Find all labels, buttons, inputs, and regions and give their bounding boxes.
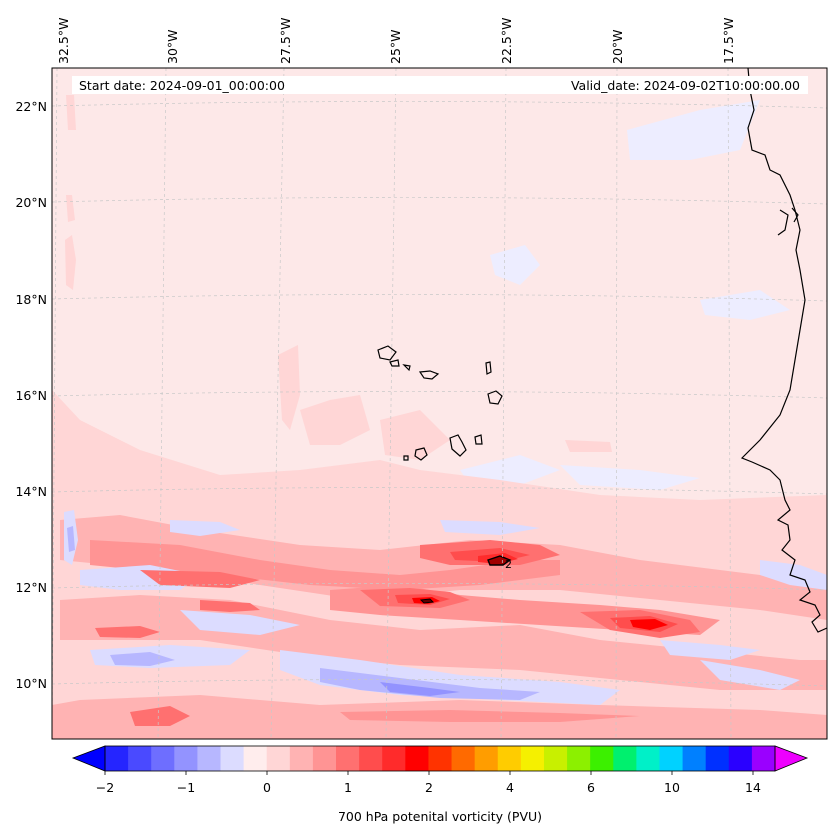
- island-sao-nicolau: [418, 370, 440, 380]
- island-santiago: [449, 434, 467, 457]
- colorbar-min-extend-arrow: [71, 745, 106, 772]
- colorbar-tick-labels: −2 −1 0 1 2 4 6 10 14: [96, 780, 761, 795]
- colorbar-cell: [567, 746, 591, 771]
- valid-date-text: Valid_date: 2024-09-02T10:00:00.00: [571, 78, 800, 93]
- colorbar-cell: [451, 746, 476, 771]
- lat-label: 14°N: [15, 484, 47, 499]
- colorbar-cell: [613, 746, 637, 771]
- colorbar-cell: [428, 746, 453, 771]
- island-brava: [403, 455, 409, 461]
- island-santo-antao: [377, 345, 397, 361]
- pv-weak-negative-patches: [460, 100, 790, 490]
- colorbar-cell: [359, 746, 383, 771]
- lat-label: 12°N: [15, 580, 47, 595]
- pv-2-contour-small: [419, 598, 435, 604]
- colorbar-tick-label: 1: [344, 780, 352, 795]
- colorbar-cell: [682, 746, 707, 771]
- colorbar-tick-label: −1: [177, 780, 195, 795]
- colorbar-cell: [543, 746, 568, 771]
- map-frame: [51, 67, 828, 740]
- colorbar-cell: [728, 746, 753, 771]
- colorbar-cell: [636, 746, 661, 771]
- colorbar-frame: [104, 745, 776, 772]
- lat-label: 22°N: [15, 99, 47, 114]
- africa-coastline: [740, 68, 827, 633]
- island-santa-luzia: [402, 364, 411, 372]
- latitude-labels: 22°N 20°N 18°N 16°N 14°N 12°N 10°N: [15, 99, 47, 691]
- colorbar-ticks: [104, 771, 754, 775]
- colorbar-cell: [312, 746, 337, 771]
- colorbar-tick-label: −2: [96, 780, 114, 795]
- africa-coast-detail: [777, 207, 799, 236]
- colorbar-cell: [520, 746, 545, 771]
- map-panel: 2: [52, 68, 827, 739]
- lon-label: 25°W: [388, 29, 403, 64]
- valid-date-box: [318, 76, 808, 94]
- pv-weak-positive-patches: [65, 95, 612, 460]
- colorbar-cell: [105, 746, 129, 771]
- colorbar-cell: [474, 746, 499, 771]
- colorbar-cell: [151, 746, 175, 771]
- colorbar-cell: [266, 746, 291, 771]
- colorbar-cell: [289, 746, 314, 771]
- colorbar-cell: [405, 746, 430, 771]
- lat-label: 10°N: [15, 676, 47, 691]
- colorbar-cell: [243, 746, 268, 771]
- colorbar-cell: [336, 746, 360, 771]
- colorbar-tick-label: 4: [506, 780, 514, 795]
- lon-label: 27.5°W: [278, 18, 293, 64]
- island-fogo: [414, 447, 428, 461]
- lon-label: 17.5°W: [721, 18, 736, 64]
- lat-label: 20°N: [15, 195, 47, 210]
- colorbar-tick-label: 14: [745, 780, 761, 795]
- longitude-labels: 32.5°W 30°W 27.5°W 25°W 22.5°W 20°W 17.5…: [56, 18, 736, 64]
- lon-label: 32.5°W: [56, 18, 71, 64]
- contour-label: 2: [505, 558, 512, 571]
- colorbar-tick-label: 6: [587, 780, 595, 795]
- colorbar-label: 700 hPa potenital vorticity (PVU): [338, 809, 542, 824]
- colorbar: −2 −1 0 1 2 4 6 10 14 700 hPa potenital …: [71, 745, 809, 824]
- lon-label: 20°W: [610, 29, 625, 64]
- colorbar-cell: [590, 746, 614, 771]
- start-date-text: Start date: 2024-09-01_00:00:00: [79, 78, 285, 93]
- lat-label: 18°N: [15, 292, 47, 307]
- start-date-box: [72, 76, 320, 94]
- gridlines: [52, 68, 827, 739]
- colorbar-max-extend-arrow: [774, 745, 809, 772]
- colorbar-cell: [497, 746, 522, 771]
- colorbar-cell: [174, 746, 199, 771]
- lon-label: 22.5°W: [499, 18, 514, 64]
- colorbar-cell: [220, 746, 245, 771]
- island-sao-vicente: [389, 359, 400, 367]
- colorbar-tick-label: 0: [263, 780, 271, 795]
- coastlines: [377, 68, 827, 633]
- pv-2-contour: [487, 555, 512, 566]
- lon-label: 30°W: [165, 29, 180, 64]
- island-sal: [485, 361, 492, 375]
- island-maio: [474, 434, 483, 445]
- colorbar-cell: [128, 746, 152, 771]
- colorbar-cell: [197, 746, 222, 771]
- colorbar-cell: [751, 746, 776, 771]
- island-boa-vista: [487, 390, 503, 405]
- colorbar-tick-label: 10: [664, 780, 680, 795]
- pv-strong-maxima: [95, 540, 700, 638]
- colorbar-cell: [659, 746, 684, 771]
- colorbar-tick-label: 2: [425, 780, 433, 795]
- lat-label: 16°N: [15, 388, 47, 403]
- colorbar-cell: [705, 746, 730, 771]
- colorbar-cell: [382, 746, 406, 771]
- colorbar-cells: [105, 746, 776, 771]
